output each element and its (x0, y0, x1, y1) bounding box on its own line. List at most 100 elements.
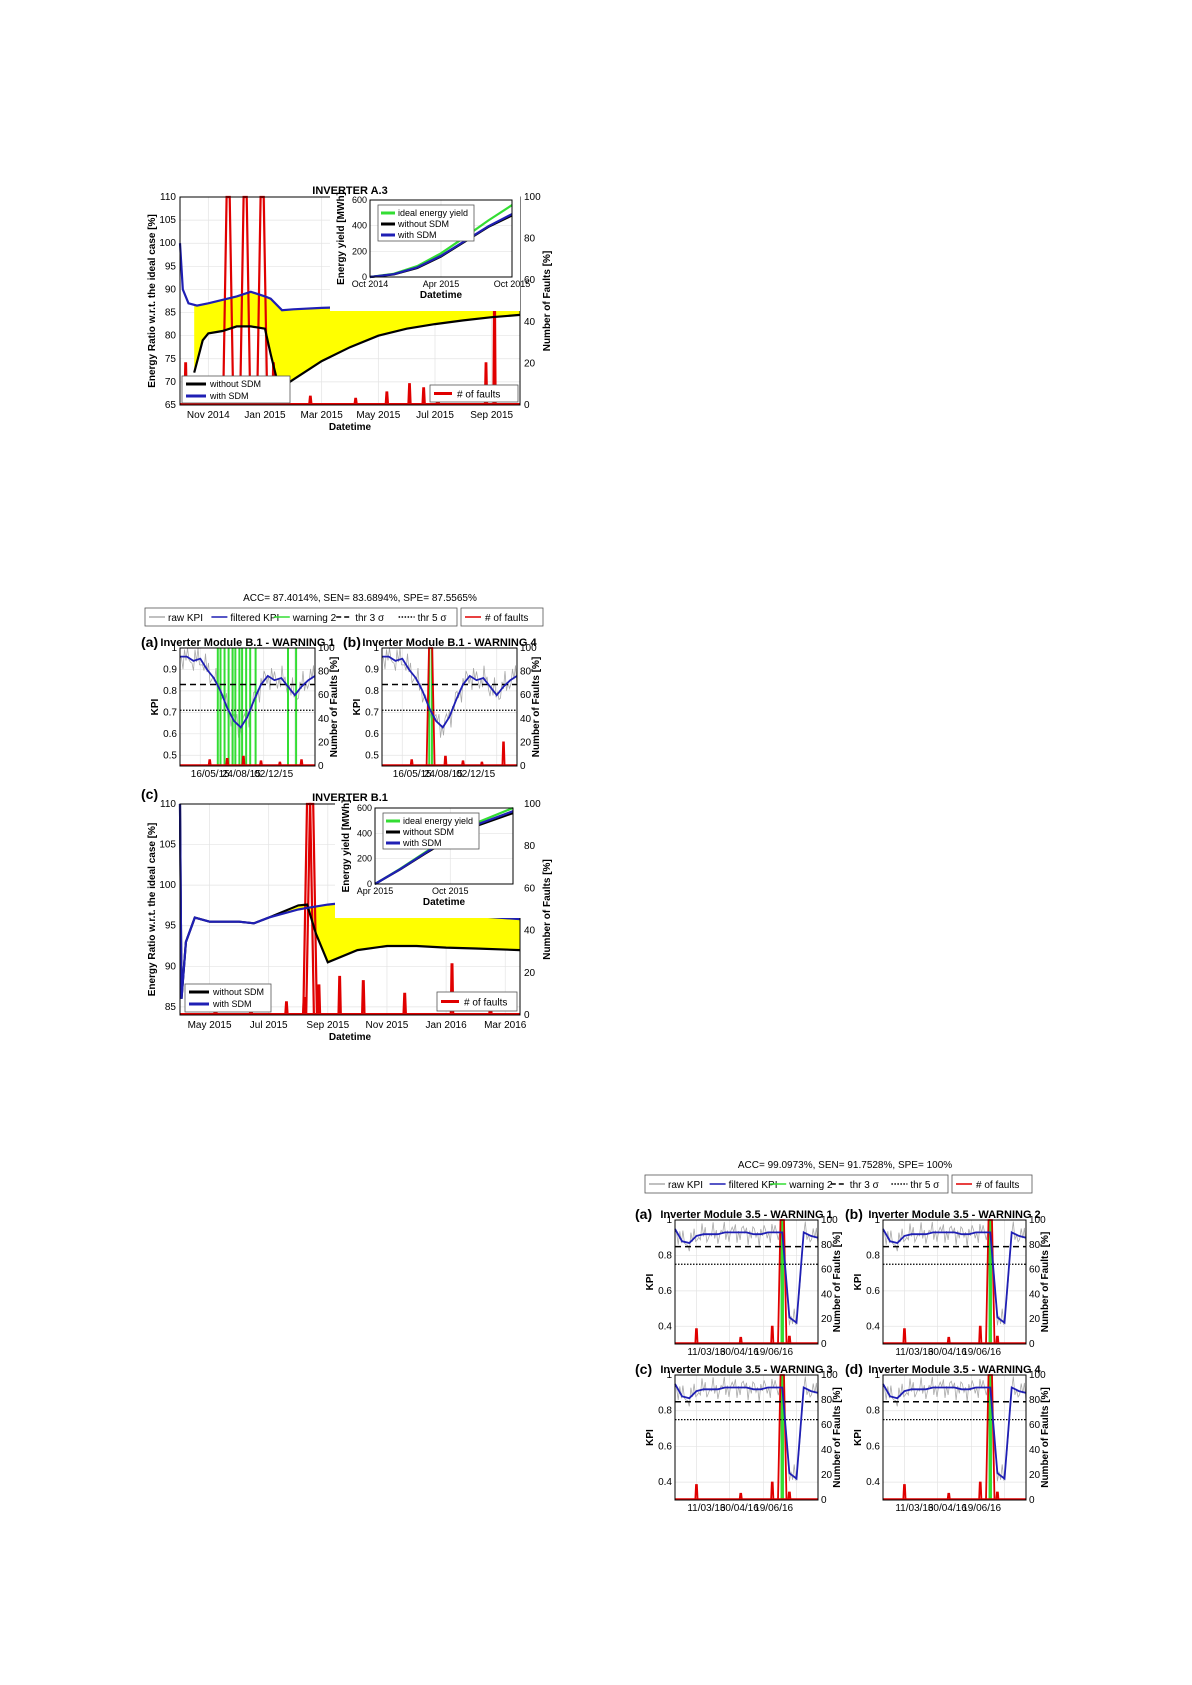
y2-tick-label: 20 (524, 968, 536, 979)
x-tick-label: Nov 2014 (187, 410, 230, 421)
y2-axis-label: Number of Faults [%] (542, 251, 553, 352)
panel-label: (b) (845, 1206, 863, 1222)
inset-frame (369, 199, 513, 278)
y2-tick-label: 100 (1029, 1370, 1046, 1381)
y-axis-label: KPI (645, 1429, 656, 1446)
panel-title: Inverter Module 3.5 - WARNING 3 (660, 1364, 832, 1376)
fault-legend-box (436, 991, 518, 1012)
y-tick-label: 105 (159, 840, 176, 851)
filtered-kpi-line (674, 1383, 819, 1481)
inset-y-label: Energy yield [MWh] (336, 192, 347, 285)
sdm-gain-area (194, 291, 520, 389)
y-tick-label: 0.8 (866, 1250, 880, 1261)
inset-x-tick: Oct 2015 (432, 886, 469, 896)
y2-tick-label: 80 (524, 234, 536, 245)
fault-spike (946, 1336, 951, 1345)
inset-y-label: Energy yield [MWh] (341, 800, 352, 893)
y2-tick-label: 0 (524, 1010, 530, 1021)
y2-tick-label: 20 (524, 358, 536, 369)
fault-spike (787, 1491, 792, 1501)
fault-legend-label: # of faults (464, 998, 507, 1009)
panel-title: Inverter Module B.1 - WARNING 4 (362, 637, 537, 649)
y-tick-label: 75 (165, 354, 177, 365)
kpi-legend-label: raw KPI (668, 1180, 703, 1191)
inset-legend-label: ideal energy yield (403, 816, 473, 826)
x-tick-label: 30/04/16 (720, 1503, 759, 1514)
y2-axis-label: Number of Faults [%] (531, 657, 542, 758)
inset-y-tick: 400 (352, 221, 367, 231)
y2-tick-label: 80 (1029, 1240, 1041, 1251)
raw-kpi-line (882, 1376, 1027, 1482)
x-tick-label: 30/04/16 (928, 1347, 967, 1358)
y2-tick-label: 100 (524, 799, 541, 810)
x-axis-label: Datetime (329, 1032, 372, 1043)
y2-tick-label: 80 (1029, 1395, 1041, 1406)
inset-y-tick: 400 (357, 828, 372, 838)
y-tick-label: 80 (165, 331, 177, 342)
x-tick-label: 02/12/15 (456, 769, 495, 780)
y-tick-label: 65 (165, 400, 177, 411)
y-tick-label: 95 (165, 921, 177, 932)
kpi-legend-label: thr 3 σ (355, 613, 385, 624)
kpi-header: ACC= 99.0973%, SEN= 91.7528%, SPE= 100% (738, 1160, 952, 1171)
fault-spike (407, 383, 412, 406)
y-axis-label: KPI (150, 698, 161, 715)
kpi-legend-label: warning 2 (788, 1180, 833, 1191)
y-axis-label: Energy Ratio w.r.t. the ideal case [%] (147, 214, 158, 388)
panel-label: (d) (845, 1361, 863, 1377)
x-tick-label: Sep 2015 (470, 410, 513, 421)
panel-label: (c) (635, 1361, 652, 1377)
y-tick-label: 85 (165, 308, 177, 319)
fault-legend-box (429, 384, 519, 403)
fault-spike (787, 1335, 792, 1345)
y-tick-label: 0.6 (163, 729, 177, 740)
y-tick-label: 110 (160, 799, 176, 810)
y2-tick-label: 40 (821, 1445, 833, 1456)
kpi-legend-label: filtered KPI (230, 613, 279, 624)
fault-spike (259, 760, 263, 767)
x-tick-label: 24/08/15 (222, 769, 261, 780)
y-tick-label: 0.4 (658, 1477, 672, 1488)
inset-series-line (369, 213, 513, 279)
x-tick-label: Mar 2015 (301, 410, 344, 421)
inset-x-label: Datetime (420, 290, 463, 301)
inset-y-tick: 600 (352, 195, 367, 205)
y2-tick-label: 80 (821, 1240, 833, 1251)
y-tick-label: 0.5 (163, 750, 177, 761)
x-tick-label: Jul 2015 (250, 1020, 288, 1031)
legend-label: with SDM (209, 391, 249, 401)
y-tick-label: 0.8 (866, 1406, 880, 1417)
filtered-kpi-line (882, 1383, 1027, 1481)
y2-tick-label: 60 (821, 1420, 833, 1431)
y2-tick-label: 40 (318, 714, 330, 725)
y-tick-label: 0.6 (658, 1286, 672, 1297)
y-tick-label: 1 (874, 1370, 880, 1381)
fault-spike (241, 755, 246, 767)
inset-y-tick: 200 (352, 246, 367, 256)
inset-x-label: Datetime (423, 897, 466, 908)
fault-legend-label: # of faults (976, 1180, 1019, 1191)
panel-frame (674, 1219, 819, 1345)
fault-spike (443, 755, 448, 767)
fault-spike (361, 980, 366, 1016)
legend-box (181, 375, 291, 404)
fault-spike (902, 1484, 907, 1501)
fault-spike (402, 992, 407, 1016)
fault-spike (284, 1001, 289, 1016)
y2-tick-label: 60 (1029, 1265, 1041, 1276)
fault-spike (461, 760, 465, 767)
chart-title: INVERTER B.1 (312, 792, 388, 804)
fault-legend-box (460, 607, 544, 627)
kpi-legend-label: thr 3 σ (850, 1180, 880, 1191)
y-tick-label: 0.8 (658, 1250, 672, 1261)
kpi-legend-box (644, 1174, 949, 1194)
x-tick-label: 11/03/16 (687, 1347, 726, 1358)
inset-legend-label: ideal energy yield (398, 208, 468, 218)
fault-spike (501, 741, 506, 767)
y-tick-label: 0.7 (163, 707, 177, 718)
y-tick-label: 1 (874, 1215, 880, 1226)
y-tick-label: 0.4 (866, 1321, 880, 1332)
y2-axis-label: Number of Faults [%] (832, 1387, 843, 1488)
fault-spike (738, 1492, 743, 1501)
fault-spike (353, 397, 358, 406)
